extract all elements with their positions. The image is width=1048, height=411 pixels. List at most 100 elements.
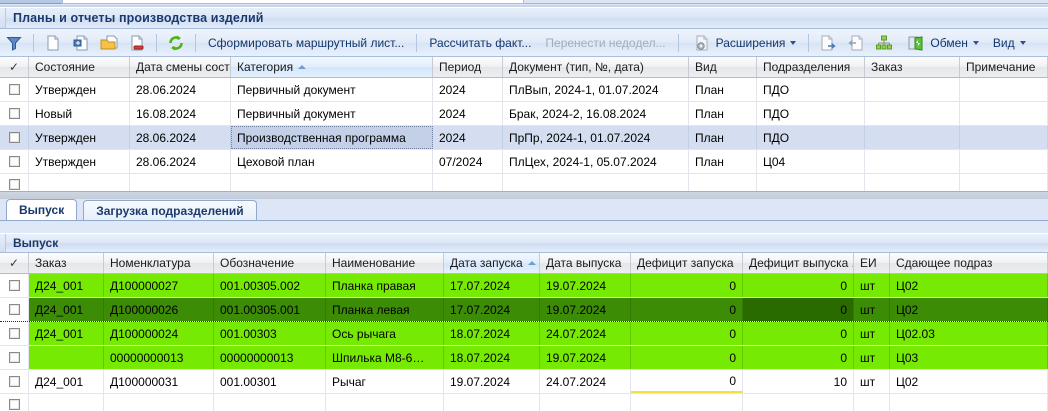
cell-desig[interactable]: 001.00301 <box>214 370 326 393</box>
cell-note[interactable] <box>960 102 1048 125</box>
cell-period[interactable]: 2024 <box>433 78 503 101</box>
cell-period[interactable]: 2024 <box>433 126 503 149</box>
cell-nomen[interactable]: Д100000026 <box>104 298 214 321</box>
cell-finish[interactable]: 19.07.2024 <box>540 346 631 369</box>
row-checkbox-cell[interactable] <box>0 102 29 125</box>
row-checkbox[interactable] <box>8 328 20 339</box>
cell-period[interactable]: 07/2024 <box>433 150 503 173</box>
cell-note[interactable] <box>960 78 1048 101</box>
cell-deffin[interactable]: 0 <box>743 346 854 369</box>
detail-tabstrip[interactable]: Выпуск Загрузка подразделений <box>0 199 1048 221</box>
cell-start[interactable]: 17.07.2024 <box>444 298 540 321</box>
horizontal-splitter[interactable] <box>0 191 1048 199</box>
cell-defstart[interactable]: 0 <box>631 298 743 321</box>
cell-defstart[interactable]: 0 <box>631 346 743 369</box>
plans-grid[interactable]: ✓ Состояние Дата смены сост Категория Период… <box>0 57 1048 191</box>
cell-desig[interactable]: 001.00305.001 <box>214 298 326 321</box>
table-row[interactable]: Утвержден 28.06.2024 Цеховой план 07/2024 Пл… <box>0 150 1048 174</box>
cell-deffin[interactable]: 0 <box>743 298 854 321</box>
cell-subdiv[interactable]: Ц02 <box>890 298 1048 321</box>
cell-date[interactable]: 28.06.2024 <box>130 150 231 173</box>
row-checkbox[interactable] <box>8 84 20 95</box>
table-row[interactable]: Д24_001 Д100000031 001.00301 Рычаг 19.07.202… <box>0 370 1048 394</box>
cell-doc[interactable]: ПлВып, 2024-1, 01.07.2024 <box>503 78 689 101</box>
detail-column-header-uom[interactable]: ЕИ <box>854 253 890 273</box>
detail-grid[interactable]: ✓ Заказ Номенклатура Обозначение Наименовани… <box>0 253 1048 411</box>
view-button[interactable]: Вид <box>986 32 1033 54</box>
cell-period[interactable]: 2024 <box>433 102 503 125</box>
plans-grid-body[interactable]: Утвержден 28.06.2024 Первичный документ 202… <box>0 78 1048 174</box>
row-checkbox-cell[interactable] <box>0 150 29 173</box>
row-checkbox[interactable] <box>8 399 20 410</box>
cell-dept[interactable]: ПДО <box>757 102 865 125</box>
cell-dept[interactable]: Ц04 <box>757 150 865 173</box>
cell-order[interactable] <box>29 346 104 369</box>
table-row[interactable]: Д24_001 Д100000024 001.00303 Ось рычага 18.0… <box>0 322 1048 346</box>
table-row[interactable]: Утвержден 28.06.2024 Первичный документ 202… <box>0 78 1048 102</box>
export-document-button[interactable] <box>814 31 842 55</box>
cell-uom[interactable]: шт <box>854 370 890 393</box>
cell-subdiv[interactable]: Ц02 <box>890 370 1048 393</box>
plans-column-header-cat[interactable]: Категория <box>231 57 433 77</box>
cell-cat[interactable]: Цеховой план <box>231 150 433 173</box>
cell-note[interactable] <box>960 150 1048 173</box>
table-row[interactable]: Утвержден 28.06.2024 Производственная прог… <box>0 126 1048 150</box>
exchange-button[interactable]: Обмен <box>898 32 986 54</box>
row-checkbox[interactable] <box>8 179 20 190</box>
cell-name[interactable]: Планка правая <box>326 274 444 297</box>
plans-column-header-order[interactable]: Заказ <box>865 57 960 77</box>
cell-dept[interactable]: ПДО <box>757 78 865 101</box>
cell-finish[interactable]: 24.07.2024 <box>540 322 631 345</box>
cell-cat[interactable]: Производственная программа <box>231 126 433 149</box>
filter-button[interactable] <box>0 31 28 55</box>
cell-defstart[interactable]: 0 <box>631 322 743 345</box>
cell-nomen[interactable]: Д100000031 <box>104 370 214 393</box>
cell-start[interactable]: 19.07.2024 <box>444 370 540 393</box>
cell-name[interactable]: Шпилька М8-6… <box>326 346 444 369</box>
detail-column-header-subdiv[interactable]: Сдающее подраз <box>890 253 1048 273</box>
cell-date[interactable]: 16.08.2024 <box>130 102 231 125</box>
cell-finish[interactable]: 19.07.2024 <box>540 298 631 321</box>
cell-date[interactable]: 28.06.2024 <box>130 126 231 149</box>
import-document-button[interactable] <box>842 31 870 55</box>
detail-column-header-nomen[interactable]: Номенклатура <box>104 253 214 273</box>
cell-doc[interactable]: ПрПр, 2024-1, 01.07.2024 <box>503 126 689 149</box>
cell-cat[interactable]: Первичный документ <box>231 102 433 125</box>
detail-column-header-finish[interactable]: Дата выпуска <box>540 253 631 273</box>
row-checkbox[interactable] <box>8 108 20 119</box>
cell-order[interactable]: Д24_001 <box>29 370 104 393</box>
table-row[interactable]: Новый 16.08.2024 Первичный документ 2024 Бра… <box>0 102 1048 126</box>
open-folder-button[interactable] <box>95 31 123 55</box>
cell-state[interactable]: Утвержден <box>29 150 130 173</box>
cell-subdiv[interactable]: Ц02 <box>890 274 1048 297</box>
row-checkbox[interactable] <box>8 156 20 167</box>
detail-column-header-start[interactable]: Дата запуска <box>444 253 540 273</box>
cell-kind[interactable]: План <box>689 78 757 101</box>
plans-select-all-header[interactable]: ✓ <box>0 57 29 77</box>
cell-order[interactable]: Д24_001 <box>29 298 104 321</box>
calculate-fact-button[interactable]: Рассчитать факт... <box>422 32 538 54</box>
cell-name[interactable]: Рычаг <box>326 370 444 393</box>
structure-button[interactable] <box>870 31 898 55</box>
cell-dept[interactable]: ПДО <box>757 126 865 149</box>
cell-deffin[interactable]: 0 <box>743 322 854 345</box>
plans-column-header-note[interactable]: Примечание <box>960 57 1048 77</box>
table-row[interactable]: 00000000013 00000000013 Шпилька М8-6… 18.07… <box>0 346 1048 370</box>
cell-order[interactable] <box>865 78 960 101</box>
row-checkbox[interactable] <box>8 376 20 387</box>
cell-order[interactable] <box>865 102 960 125</box>
cell-nomen[interactable]: Д100000027 <box>104 274 214 297</box>
cell-uom[interactable]: шт <box>854 274 890 297</box>
cell-order[interactable] <box>865 150 960 173</box>
cell-subdiv[interactable]: Ц03 <box>890 346 1048 369</box>
cell-uom[interactable]: шт <box>854 322 890 345</box>
tab-zagruzka-podrazdelenij[interactable]: Загрузка подразделений <box>83 200 257 220</box>
cell-date[interactable]: 28.06.2024 <box>130 78 231 101</box>
row-checkbox-cell[interactable] <box>0 274 29 297</box>
row-checkbox-cell[interactable] <box>0 298 29 321</box>
cell-deffin[interactable]: 10 <box>743 370 854 393</box>
cell-desig[interactable]: 00000000013 <box>214 346 326 369</box>
cell-order[interactable] <box>865 126 960 149</box>
table-row[interactable]: Д24_001 Д100000027 001.00305.002 Планка пра… <box>0 274 1048 298</box>
cell-desig[interactable]: 001.00305.002 <box>214 274 326 297</box>
